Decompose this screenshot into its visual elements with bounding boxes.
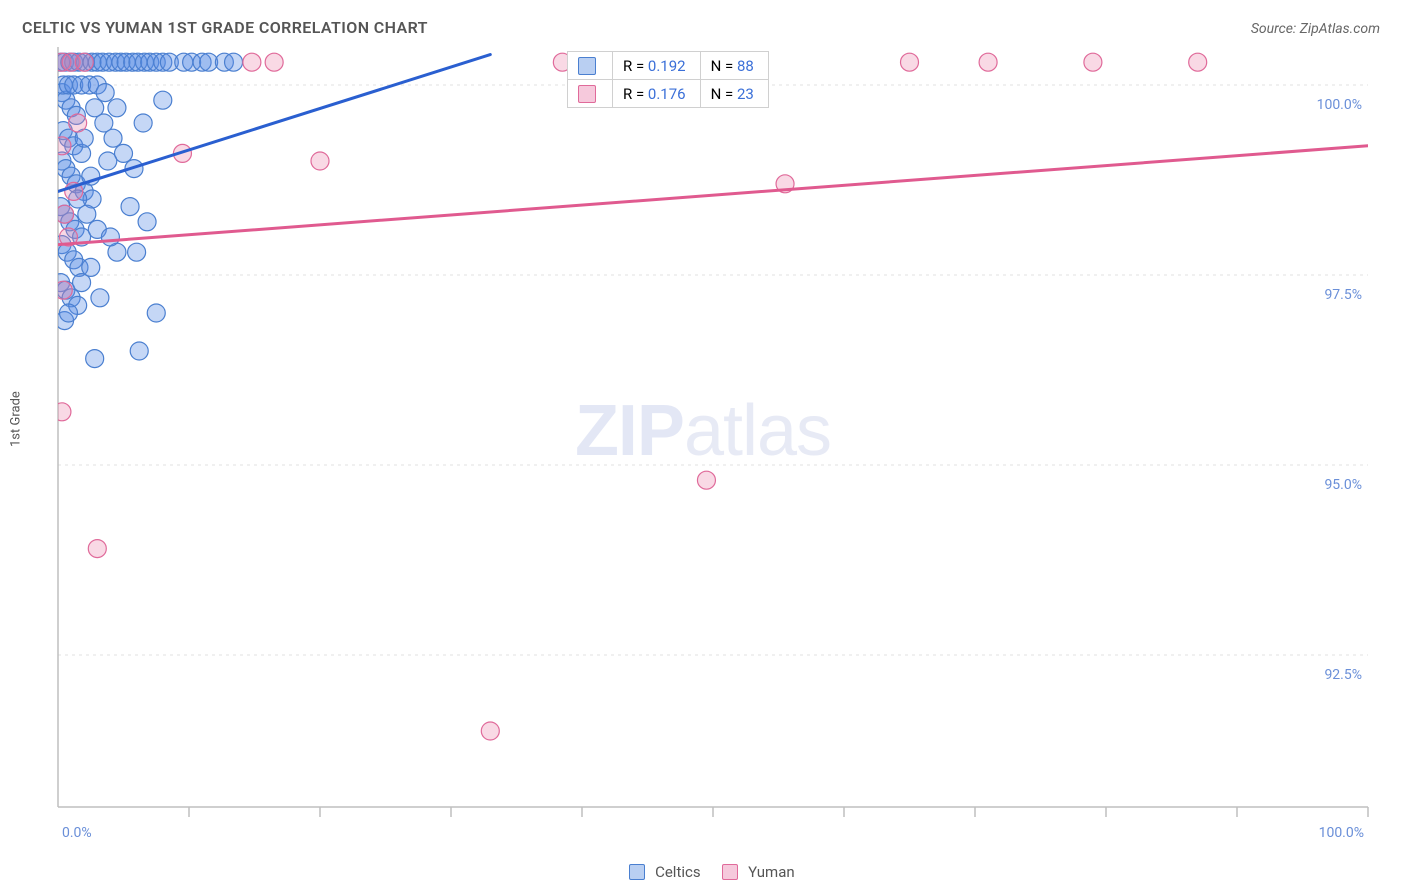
r-value-celtics: 0.192 bbox=[648, 57, 686, 75]
legend-swatch-celtics bbox=[578, 57, 596, 75]
legend-correlation: R = 0.192 N = 88 R = 0.176 N = 23 bbox=[567, 51, 769, 108]
legend-label-yuman: Yuman bbox=[748, 863, 795, 881]
chart-header: CELTIC VS YUMAN 1ST GRADE CORRELATION CH… bbox=[0, 0, 1406, 47]
legend-label-celtics: Celtics bbox=[655, 863, 701, 881]
r-label: R = bbox=[623, 85, 648, 103]
svg-text:100.0%: 100.0% bbox=[1317, 97, 1362, 113]
chart-title: CELTIC VS YUMAN 1ST GRADE CORRELATION CH… bbox=[22, 18, 428, 37]
r-value-yuman: 0.176 bbox=[648, 85, 686, 103]
n-label: N = bbox=[711, 57, 737, 75]
legend-swatch-yuman bbox=[578, 85, 596, 103]
svg-text:97.5%: 97.5% bbox=[1324, 287, 1362, 303]
legend-series: Celtics Yuman bbox=[22, 863, 1384, 881]
r-label: R = bbox=[623, 57, 648, 75]
legend-swatch-yuman-bottom bbox=[722, 864, 738, 880]
legend-swatch-celtics-bottom bbox=[629, 864, 645, 880]
svg-text:100.0%: 100.0% bbox=[1319, 825, 1364, 841]
scatter-chart: 100.0% 97.5% 95.0% 92.5% 0.0% 100.0% bbox=[22, 47, 1384, 847]
y-axis-title: 1st Grade bbox=[9, 391, 24, 447]
svg-text:92.5%: 92.5% bbox=[1324, 667, 1362, 683]
legend-row-celtics: R = 0.192 N = 88 bbox=[568, 52, 769, 80]
chart-source: Source: ZipAtlas.com bbox=[1251, 21, 1380, 37]
svg-text:0.0%: 0.0% bbox=[62, 825, 92, 841]
chart-container: 1st Grade ZIPatlas 100.0%97.5%95.0%92.5%… bbox=[22, 47, 1384, 847]
n-label: N = bbox=[711, 85, 737, 103]
n-value-yuman: 23 bbox=[737, 85, 754, 103]
svg-text:95.0%: 95.0% bbox=[1324, 477, 1362, 493]
legend-row-yuman: R = 0.176 N = 23 bbox=[568, 80, 769, 108]
n-value-celtics: 88 bbox=[737, 57, 754, 75]
